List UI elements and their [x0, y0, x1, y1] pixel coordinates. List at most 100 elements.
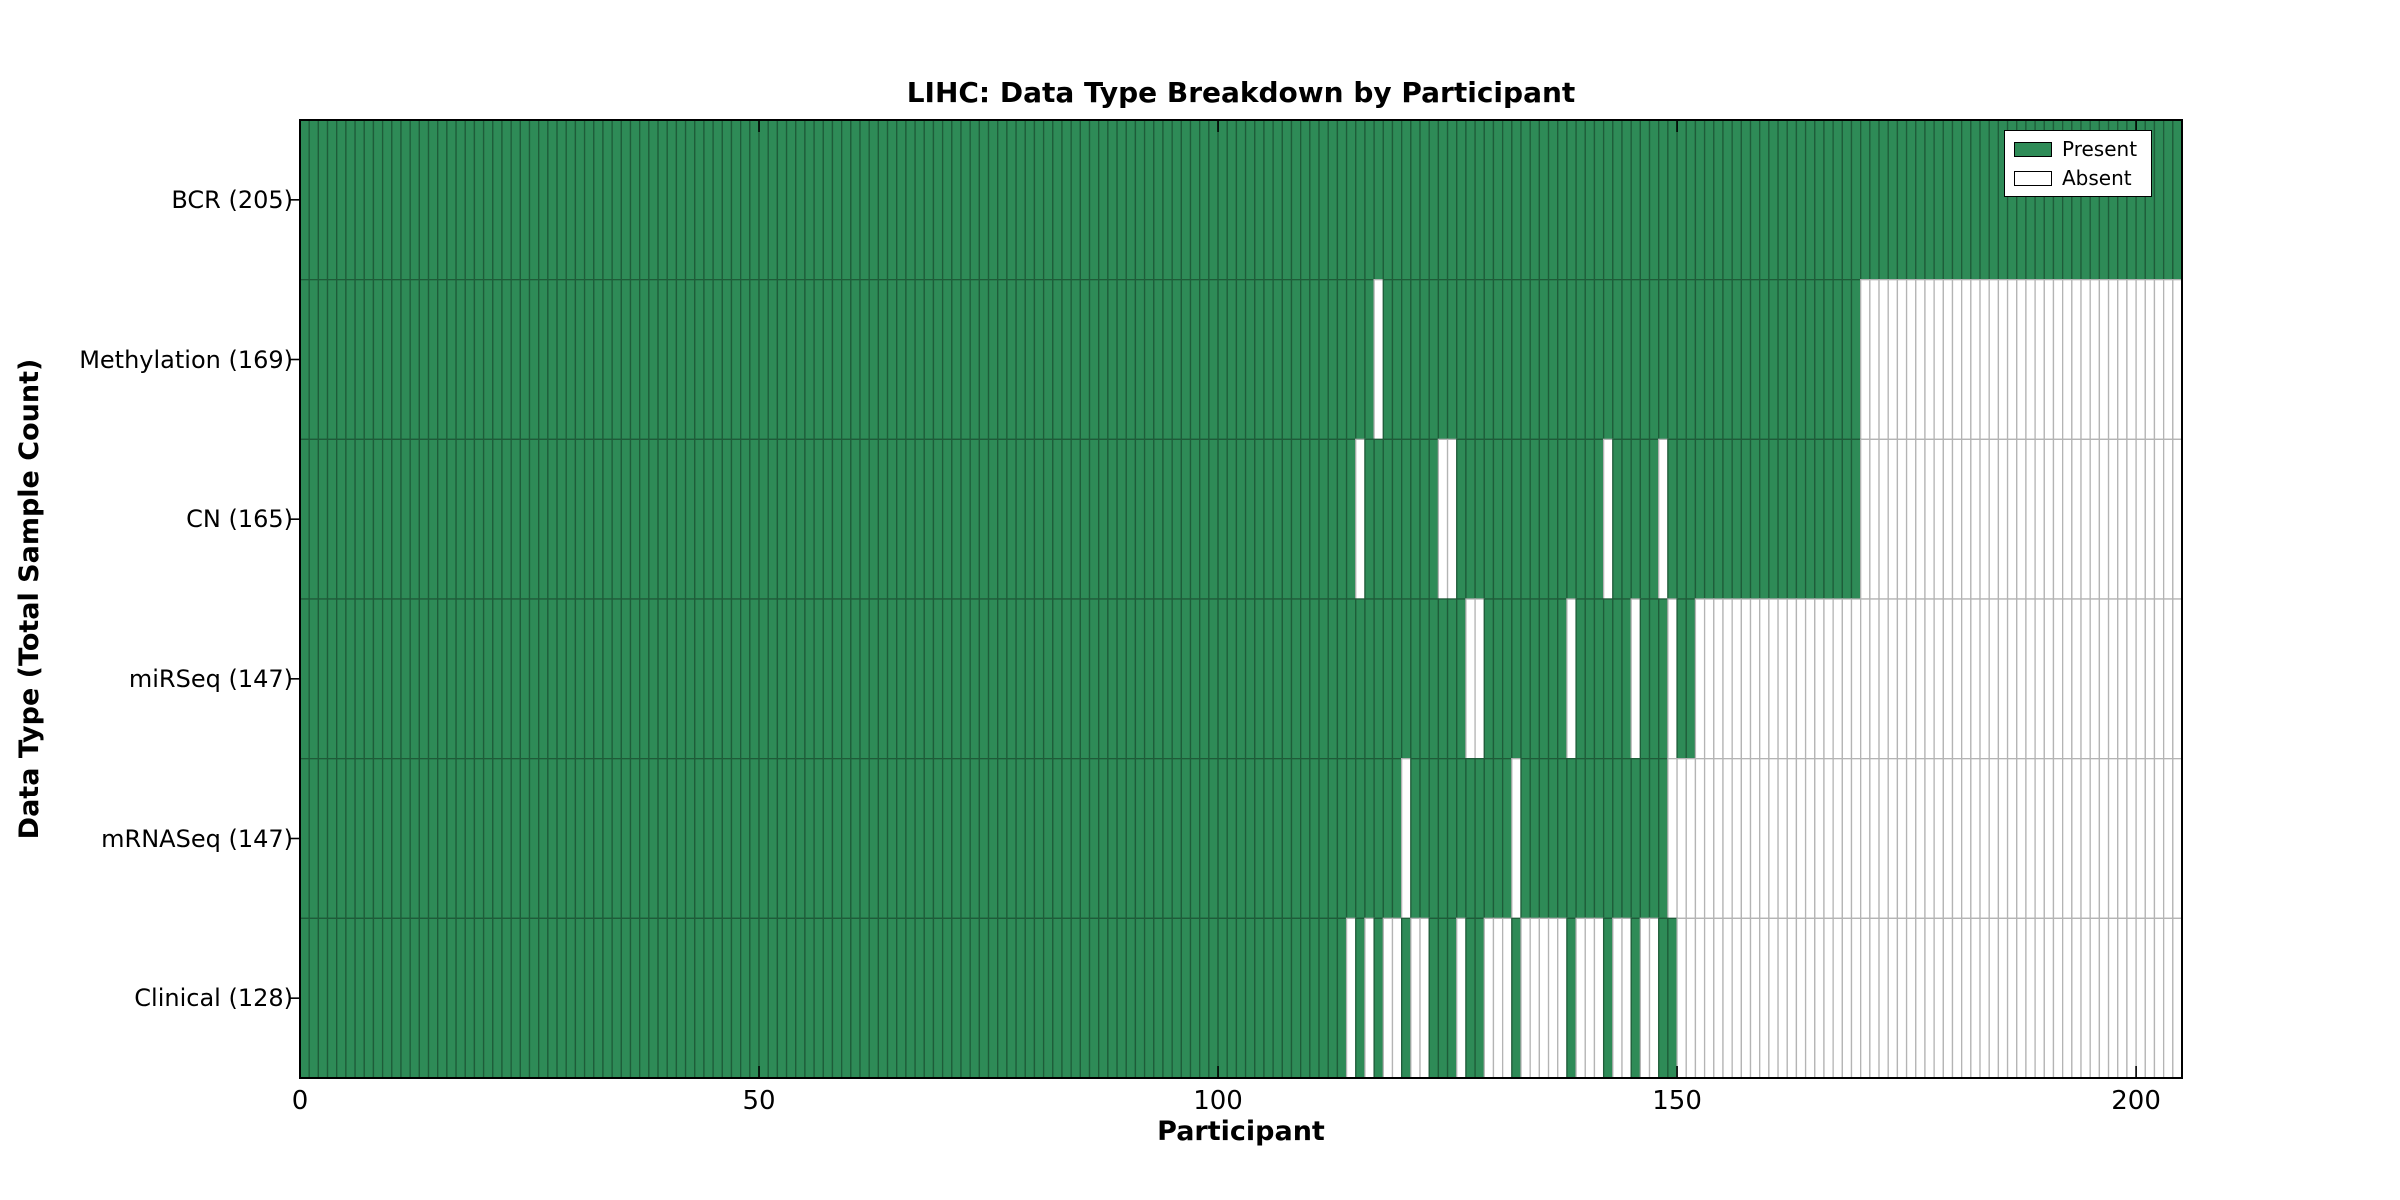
participant-bar: [1180, 598, 1192, 760]
participant-bar: [2025, 917, 2036, 1079]
participant-bar: [1189, 598, 1201, 760]
participant-bar: [1795, 119, 1807, 281]
participant-bar: [703, 119, 714, 281]
participant-bar: [969, 917, 981, 1079]
participant-bar: [1924, 119, 1935, 281]
participant-bar: [841, 119, 852, 281]
participant-bar: [1079, 598, 1091, 760]
participant-bar: [1547, 917, 1559, 1079]
participant-bar: [1759, 598, 1770, 760]
participant-bar: [583, 119, 595, 281]
participant-bar: [1143, 917, 1155, 1079]
participant-bar: [1997, 438, 2009, 600]
participant-bar: [519, 598, 531, 760]
participant-bar: [482, 758, 494, 919]
participant-bar: [418, 119, 430, 281]
participant-bar: [1428, 438, 1440, 600]
participant-bar: [381, 758, 393, 919]
participant-bar: [1915, 598, 1926, 760]
participant-bar: [2025, 598, 2036, 760]
participant-bar: [1538, 279, 1550, 440]
participant-bar: [694, 598, 705, 760]
participant-bar: [510, 758, 521, 919]
participant-bar: [1841, 438, 1853, 600]
participant-bar: [969, 279, 981, 440]
participant-bar: [1878, 438, 1889, 600]
participant-bar: [1327, 438, 1339, 600]
participant-bar: [1547, 598, 1559, 760]
participant-bar: [1107, 917, 1118, 1079]
participant-bar: [501, 598, 512, 760]
participant-bar: [611, 119, 622, 281]
participant-bar: [1593, 438, 1605, 600]
participant-bar: [923, 917, 935, 1079]
participant-bar: [905, 279, 916, 440]
participant-bar: [1997, 917, 2009, 1079]
participant-bar: [1896, 119, 1908, 281]
participant-bar: [1061, 758, 1072, 919]
participant-bar: [1832, 438, 1843, 600]
participant-bar: [2071, 758, 2082, 919]
participant-bar: [684, 279, 696, 440]
participant-bar: [2006, 917, 2018, 1079]
participant-bar: [1162, 758, 1173, 919]
participant-bar: [409, 917, 421, 1079]
participant-bar: [1052, 279, 1063, 440]
participant-bar: [767, 279, 779, 440]
participant-bar: [1529, 917, 1541, 1079]
participant-bar: [694, 758, 705, 919]
participant-bar: [1153, 758, 1164, 919]
x-tick-label: 0: [291, 1086, 309, 1116]
participant-bar: [1749, 279, 1761, 440]
participant-bar: [1088, 917, 1100, 1079]
participant-bar: [721, 279, 733, 440]
participant-bar: [1722, 119, 1733, 281]
participant-bar: [1924, 438, 1935, 600]
participant-bar: [795, 917, 806, 1079]
participant-bar: [1070, 438, 1081, 600]
participant-bar: [1933, 598, 1944, 760]
participant-bar: [1759, 917, 1770, 1079]
participant-bar: [932, 279, 944, 440]
participant-bar: [1079, 917, 1091, 1079]
participant-bar: [2052, 758, 2064, 919]
participant-bar: [648, 598, 659, 760]
participant-bar: [822, 917, 834, 1079]
participant-bar: [1905, 917, 1917, 1079]
participant-bar: [629, 758, 641, 919]
participant-bar: [391, 598, 402, 760]
participant-bar: [1648, 438, 1660, 600]
participant-bar: [2071, 598, 2082, 760]
participant-bar: [730, 119, 742, 281]
participant-bar: [795, 119, 806, 281]
participant-bar: [1547, 279, 1559, 440]
participant-bar: [1896, 598, 1908, 760]
participant-bar: [446, 598, 457, 760]
participant-bar: [1658, 598, 1669, 760]
participant-bar: [308, 119, 320, 281]
participant-bar: [1410, 598, 1421, 760]
participant-bar: [1933, 438, 1944, 600]
participant-bar: [941, 279, 953, 440]
participant-bar: [730, 279, 742, 440]
participant-bar: [556, 119, 567, 281]
participant-bar: [1538, 917, 1550, 1079]
participant-bar: [1905, 438, 1917, 600]
participant-bar: [1419, 279, 1430, 440]
participant-bar: [767, 598, 779, 760]
participant-bar: [299, 279, 310, 440]
participant-bar: [1942, 598, 1954, 760]
participant-bar: [473, 119, 485, 281]
participant-bar: [1171, 598, 1182, 760]
participant-bar: [1263, 917, 1274, 1079]
participant-bar: [2052, 279, 2064, 440]
participant-bar: [730, 917, 742, 1079]
participant-bar: [2107, 279, 2119, 440]
participant-bar: [1529, 119, 1541, 281]
participant-bar: [492, 438, 503, 600]
participant-bar: [767, 119, 779, 281]
participant-bar: [1070, 598, 1081, 760]
participant-bar: [2016, 438, 2027, 600]
participant-bar: [1107, 279, 1118, 440]
participant-bar: [1593, 758, 1605, 919]
